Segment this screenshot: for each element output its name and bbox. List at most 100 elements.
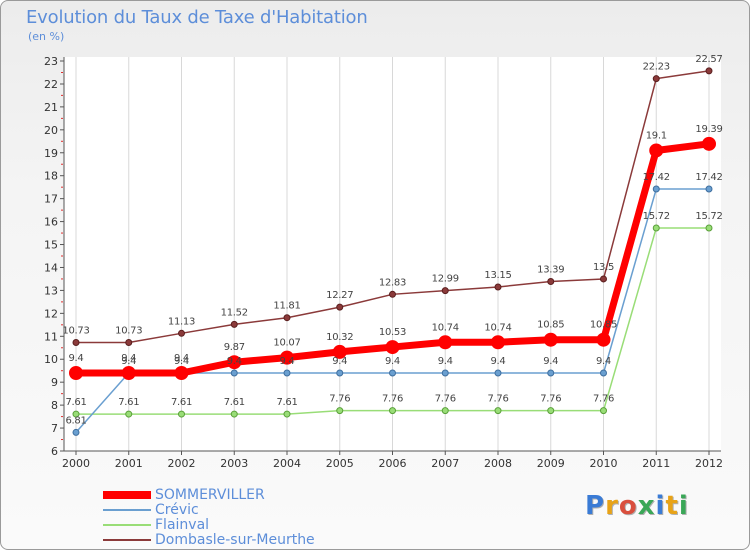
data-label-flainval-2000: 7.61 bbox=[65, 397, 86, 408]
point-flainval-2009 bbox=[547, 407, 555, 415]
data-label-dombasle-sur-meurthe-2002: 11.13 bbox=[168, 316, 195, 327]
y-tick-label-6: 6 bbox=[51, 445, 58, 458]
data-label-dombasle-sur-meurthe-2011: 22.23 bbox=[643, 62, 670, 73]
y-tick-label-13: 13 bbox=[44, 284, 58, 297]
point-dombasle-sur-meurthe-2006 bbox=[389, 290, 396, 298]
point-flainval-2006 bbox=[389, 407, 396, 415]
data-label-flainval-2001: 7.61 bbox=[118, 397, 139, 408]
point-flainval-2007 bbox=[441, 407, 449, 415]
point-flainval-2001 bbox=[125, 410, 133, 418]
data-label-crevic-2004: 9.4 bbox=[279, 356, 294, 367]
data-label-crevic-2000: 6.81 bbox=[65, 415, 86, 426]
data-label-flainval-2009: 7.76 bbox=[540, 394, 561, 405]
data-label-sommerviller-2005: 10.32 bbox=[326, 332, 353, 343]
data-label-sommerviller-2003: 9.87 bbox=[224, 342, 245, 353]
x-tick-label-2003: 2003 bbox=[220, 457, 248, 470]
data-label-crevic-2012: 17.42 bbox=[695, 172, 722, 183]
y-tick-label-15: 15 bbox=[44, 239, 58, 252]
x-tick-label-2002: 2002 bbox=[168, 457, 196, 470]
x-tick-label-2008: 2008 bbox=[484, 457, 512, 470]
point-dombasle-sur-meurthe-2000 bbox=[72, 338, 80, 346]
legend-swatch bbox=[103, 524, 151, 526]
point-dombasle-sur-meurthe-2004 bbox=[283, 314, 291, 322]
data-label-flainval-2010: 7.76 bbox=[593, 394, 614, 405]
data-label-sommerviller-2001: 9.4 bbox=[121, 353, 136, 364]
data-label-crevic-2010: 9.4 bbox=[596, 356, 611, 367]
data-label-sommerviller-2011: 19.1 bbox=[646, 130, 667, 141]
point-dombasle-sur-meurthe-2003 bbox=[230, 320, 238, 328]
point-sommerviller-2005 bbox=[332, 344, 347, 359]
chart-subtitle: (en %) bbox=[28, 30, 65, 43]
point-crevic-2012 bbox=[705, 185, 713, 193]
point-crevic-2005 bbox=[336, 369, 344, 377]
point-dombasle-sur-meurthe-2005 bbox=[336, 303, 344, 311]
data-label-crevic-2003: 9.4 bbox=[227, 356, 242, 367]
x-tick-label-2001: 2001 bbox=[115, 457, 143, 470]
point-flainval-2005 bbox=[336, 407, 344, 415]
point-sommerviller-2006 bbox=[385, 340, 400, 355]
point-crevic-2011 bbox=[652, 185, 660, 193]
point-flainval-2000 bbox=[72, 410, 80, 418]
data-label-flainval-2002: 7.61 bbox=[171, 397, 192, 408]
legend-label: Flainval bbox=[155, 517, 210, 533]
data-label-dombasle-sur-meurthe-2000: 10.73 bbox=[62, 325, 89, 336]
data-label-dombasle-sur-meurthe-2007: 12.99 bbox=[432, 274, 459, 285]
y-tick-label-21: 21 bbox=[44, 101, 58, 114]
data-label-flainval-2003: 7.61 bbox=[224, 397, 245, 408]
point-sommerviller-2004 bbox=[280, 350, 294, 365]
data-label-sommerviller-2010: 10.85 bbox=[590, 320, 617, 331]
y-tick-label-8: 8 bbox=[51, 399, 58, 412]
point-crevic-2010 bbox=[600, 369, 607, 377]
y-tick-label-22: 22 bbox=[44, 78, 58, 91]
point-flainval-2011 bbox=[652, 224, 660, 232]
point-crevic-2004 bbox=[283, 369, 291, 377]
x-tick-label-2009: 2009 bbox=[537, 457, 565, 470]
point-sommerviller-2002 bbox=[174, 366, 189, 380]
point-dombasle-sur-meurthe-2002 bbox=[178, 329, 185, 337]
x-tick-label-2011: 2011 bbox=[642, 457, 670, 470]
point-crevic-2003 bbox=[230, 369, 238, 377]
point-crevic-2007 bbox=[441, 369, 449, 377]
data-label-dombasle-sur-meurthe-2006: 12.83 bbox=[379, 277, 406, 288]
point-flainval-2012 bbox=[705, 224, 713, 232]
proxiti-logo: Proxiti bbox=[585, 491, 689, 521]
legend-label: SOMMERVILLER bbox=[155, 487, 265, 503]
point-dombasle-sur-meurthe-2011 bbox=[652, 75, 660, 83]
point-flainval-2003 bbox=[230, 410, 238, 418]
data-label-flainval-2006: 7.76 bbox=[382, 394, 403, 405]
y-tick-label-10: 10 bbox=[44, 353, 58, 366]
data-label-sommerviller-2004: 10.07 bbox=[273, 338, 300, 349]
y-tick-label-23: 23 bbox=[44, 55, 58, 68]
x-tick-label-2012: 2012 bbox=[695, 457, 723, 470]
point-sommerviller-2001 bbox=[121, 366, 136, 380]
data-label-dombasle-sur-meurthe-2003: 11.52 bbox=[221, 307, 248, 318]
y-tick-label-19: 19 bbox=[44, 147, 58, 160]
y-tick-label-17: 17 bbox=[44, 193, 58, 206]
data-label-sommerviller-2006: 10.53 bbox=[379, 327, 406, 338]
data-label-crevic-2002: 9.4 bbox=[174, 356, 189, 367]
point-dombasle-sur-meurthe-2010 bbox=[600, 275, 607, 283]
y-tick-label-16: 16 bbox=[44, 216, 58, 229]
point-sommerviller-2011 bbox=[649, 143, 664, 158]
point-sommerviller-2010 bbox=[596, 332, 611, 347]
data-label-flainval-2007: 7.76 bbox=[435, 394, 456, 405]
data-label-flainval-2012: 15.72 bbox=[695, 211, 722, 222]
data-label-dombasle-sur-meurthe-2008: 13.15 bbox=[484, 270, 511, 281]
legend-swatch bbox=[103, 509, 151, 511]
data-label-dombasle-sur-meurthe-2001: 10.73 bbox=[115, 325, 142, 336]
point-dombasle-sur-meurthe-2008 bbox=[494, 283, 502, 291]
point-crevic-2008 bbox=[494, 369, 502, 377]
data-label-sommerviller-2008: 10.74 bbox=[484, 322, 511, 333]
data-label-flainval-2004: 7.61 bbox=[276, 397, 297, 408]
data-label-crevic-2001: 9.4 bbox=[121, 356, 136, 367]
point-sommerviller-2012 bbox=[702, 136, 716, 151]
x-tick-label-2006: 2006 bbox=[379, 457, 407, 470]
point-flainval-2002 bbox=[178, 410, 185, 418]
data-label-crevic-2009: 9.4 bbox=[543, 356, 558, 367]
y-tick-label-7: 7 bbox=[51, 422, 58, 435]
point-crevic-2000 bbox=[72, 428, 80, 436]
data-label-dombasle-sur-meurthe-2009: 13.39 bbox=[537, 264, 564, 275]
chart-title: Evolution du Taux de Taxe d'Habitation bbox=[26, 7, 368, 28]
y-tick-label-14: 14 bbox=[44, 261, 58, 274]
